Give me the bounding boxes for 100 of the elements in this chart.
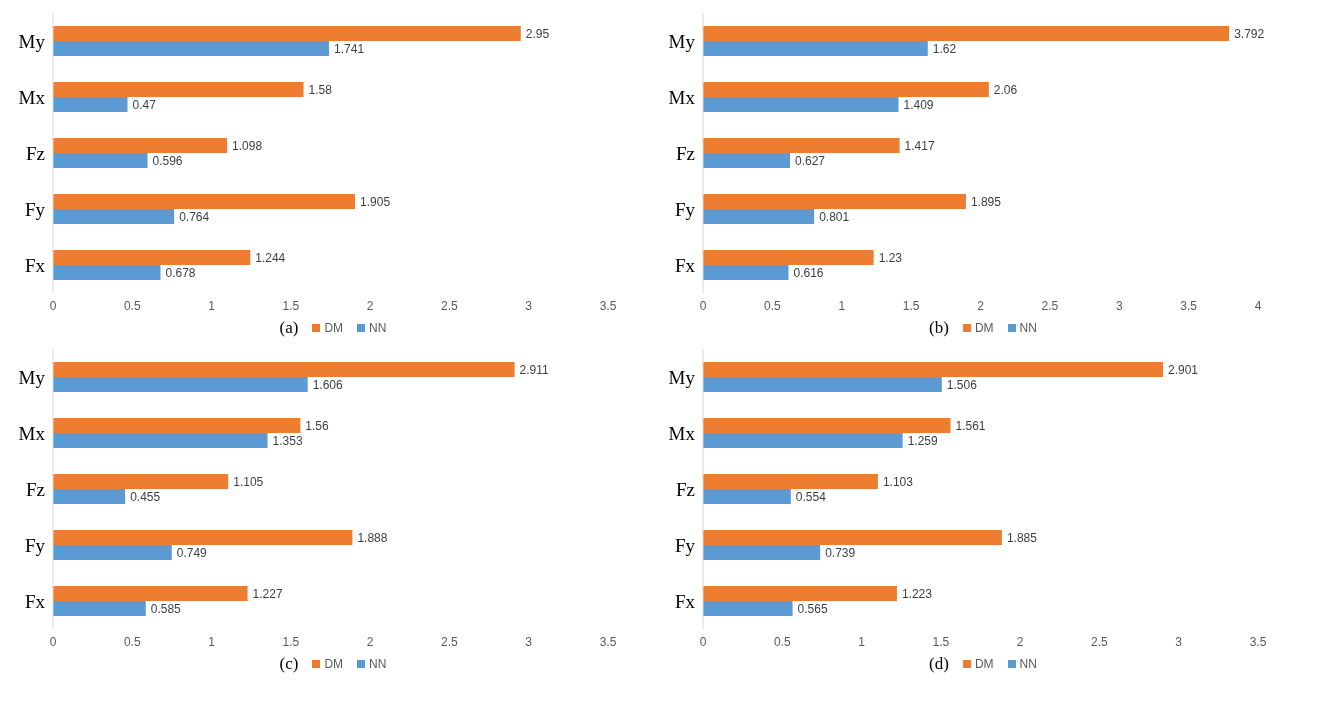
bar xyxy=(703,26,1230,41)
bar xyxy=(703,153,790,168)
bar xyxy=(53,194,356,209)
data-label: 1.103 xyxy=(882,474,914,489)
bar xyxy=(53,418,301,433)
x-tick-label: 0 xyxy=(699,298,707,313)
x-tick-label: 0 xyxy=(699,634,707,649)
x-axis-title: (a) xyxy=(279,318,299,338)
bar xyxy=(703,489,791,504)
y-tick-label: Fz xyxy=(676,142,695,164)
y-tick-label: Mx xyxy=(668,86,696,108)
data-label: 1.62 xyxy=(932,41,957,56)
data-label: 0.47 xyxy=(132,97,157,112)
bar xyxy=(53,153,148,168)
x-tick-label: 0 xyxy=(49,634,57,649)
bar xyxy=(53,138,228,153)
bar xyxy=(703,586,897,601)
y-tick-label: Fy xyxy=(674,198,696,220)
bar xyxy=(53,41,330,56)
bar xyxy=(53,545,172,560)
x-tick-label: 0.5 xyxy=(764,298,782,313)
x-tick-label: 2.5 xyxy=(1091,634,1109,649)
x-tick-label: 1.5 xyxy=(282,634,300,649)
x-axis-title: (c) xyxy=(279,654,299,674)
x-tick-label: 2 xyxy=(1016,634,1024,649)
x-tick-label: 0.5 xyxy=(773,634,791,649)
bar xyxy=(53,530,353,545)
x-tick-label: 2 xyxy=(366,634,374,649)
data-label: 3.792 xyxy=(1234,26,1265,41)
bar xyxy=(53,82,304,97)
legend-label: NN xyxy=(368,657,387,671)
x-tick-label: 2 xyxy=(977,298,985,313)
legend-label: DM xyxy=(973,321,994,335)
data-label: 0.678 xyxy=(165,265,196,280)
data-label: 1.227 xyxy=(252,586,283,601)
legend-label: NN xyxy=(368,321,387,335)
data-label: 0.749 xyxy=(176,545,208,560)
y-tick-label: Fz xyxy=(26,478,45,500)
bar xyxy=(53,209,175,224)
data-label: 0.554 xyxy=(795,489,827,504)
bar xyxy=(53,26,521,41)
data-label: 0.585 xyxy=(150,601,182,616)
x-tick-label: 3.5 xyxy=(1249,634,1267,649)
bar xyxy=(53,474,229,489)
x-tick-label: 2.5 xyxy=(441,634,459,649)
x-tick-label: 2 xyxy=(366,298,374,313)
data-label: 2.95 xyxy=(525,26,550,41)
legend-label: NN xyxy=(1018,657,1037,671)
y-tick-label: Fx xyxy=(24,590,46,612)
legend-label: DM xyxy=(323,657,344,671)
bar xyxy=(703,362,1164,377)
bar xyxy=(703,377,942,392)
bar xyxy=(703,433,903,448)
bar xyxy=(703,418,951,433)
x-tick-label: 4 xyxy=(1254,298,1262,313)
bar xyxy=(703,545,821,560)
bar xyxy=(53,433,268,448)
x-tick-label: 1.5 xyxy=(902,298,920,313)
x-tick-label: 0.5 xyxy=(123,634,141,649)
data-label: 1.259 xyxy=(907,433,938,448)
data-label: 2.06 xyxy=(993,82,1018,97)
data-label: 0.565 xyxy=(797,601,828,616)
y-tick-label: Fx xyxy=(674,254,696,276)
data-label: 1.888 xyxy=(357,530,388,545)
x-tick-label: 1 xyxy=(858,634,866,649)
data-label: 0.616 xyxy=(793,265,824,280)
bar xyxy=(53,586,248,601)
y-tick-label: My xyxy=(18,366,46,388)
bar xyxy=(703,250,874,265)
x-tick-label: 3.5 xyxy=(1180,298,1198,313)
bar xyxy=(703,194,966,209)
y-tick-label: Mx xyxy=(18,86,46,108)
bar xyxy=(53,362,515,377)
bar xyxy=(703,209,815,224)
x-axis-title: (b) xyxy=(929,318,949,338)
bar xyxy=(703,474,878,489)
bar xyxy=(703,138,900,153)
x-tick-label: 1.5 xyxy=(282,298,300,313)
data-label: 1.905 xyxy=(360,194,391,209)
data-label: 1.741 xyxy=(334,41,365,56)
x-tick-label: 1 xyxy=(838,298,846,313)
y-tick-label: My xyxy=(668,366,696,388)
bar xyxy=(53,250,251,265)
x-tick-label: 0 xyxy=(49,298,57,313)
bar xyxy=(53,377,308,392)
legend-label: DM xyxy=(323,321,344,335)
x-tick-label: 3 xyxy=(525,634,533,649)
data-label: 1.244 xyxy=(255,250,286,265)
data-label: 1.606 xyxy=(312,377,344,392)
data-label: 1.506 xyxy=(946,377,978,392)
y-tick-label: Mx xyxy=(18,422,46,444)
x-tick-label: 3 xyxy=(525,298,533,313)
x-tick-label: 3 xyxy=(1175,634,1183,649)
y-tick-label: Fz xyxy=(676,478,695,500)
bar xyxy=(703,41,928,56)
x-tick-label: 2.5 xyxy=(441,298,459,313)
data-label: 0.739 xyxy=(825,545,856,560)
data-label: 0.627 xyxy=(795,153,826,168)
y-tick-label: Fx xyxy=(674,590,696,612)
data-label: 1.58 xyxy=(308,82,333,97)
